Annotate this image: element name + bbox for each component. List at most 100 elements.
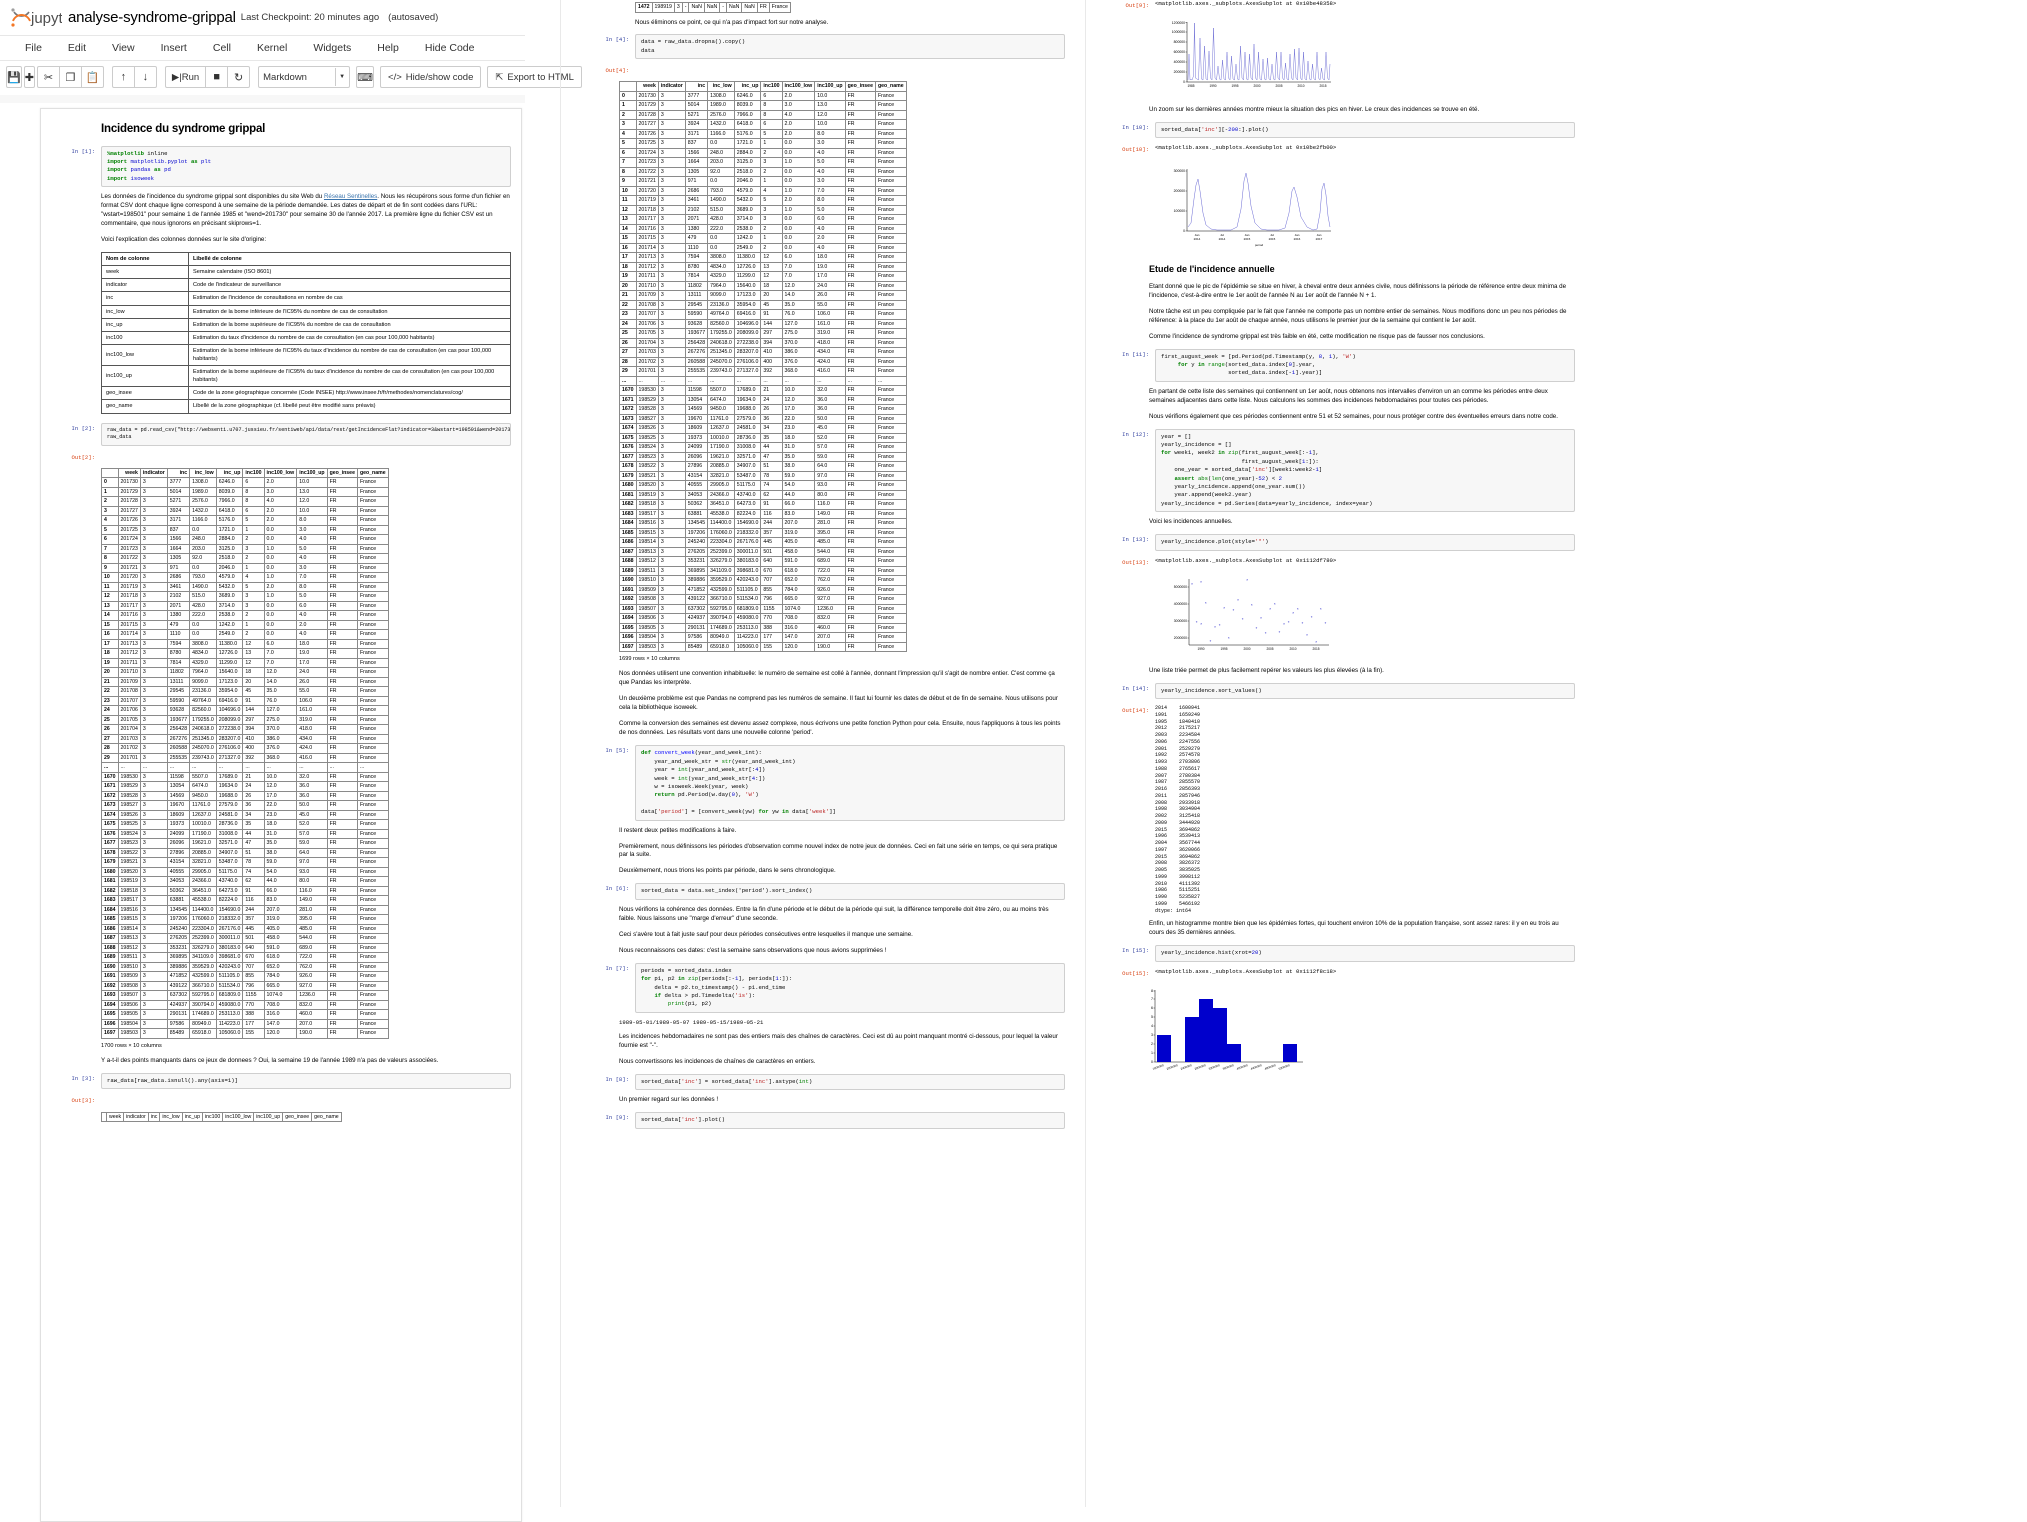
- coherence-block: Nous vérifions la cohérence des données.…: [619, 906, 1065, 956]
- df-cell: 222.0: [189, 610, 217, 621]
- table-row: 25 201705 3 193677 179255.0 208099.0 297 275.0 3…: [101, 714, 389, 726]
- df-cell: 239743.0: [189, 752, 217, 764]
- paste-icon[interactable]: 📋: [80, 66, 104, 88]
- df-cell: 17190.0: [189, 828, 217, 840]
- df-cell: inc_up: [181, 1111, 203, 1123]
- hide-show-code-button[interactable]: </> Hide/show code: [380, 66, 482, 88]
- code-editor-15[interactable]: yearly_incidence.hist(xrot=20): [1155, 945, 1575, 962]
- code-editor-8[interactable]: sorted_data['inc'] = sorted_data['inc'].…: [635, 1074, 1065, 1091]
- df-cell: FR: [844, 214, 876, 225]
- cell-in-4[interactable]: In [4]: data = raw_data.dropna().copy() …: [585, 34, 1065, 60]
- keyboard-icon[interactable]: ⌨: [356, 66, 375, 88]
- code-editor-12[interactable]: year = [] yearly_incidence = [] for week…: [1155, 428, 1575, 513]
- menu-insert[interactable]: Insert: [160, 42, 187, 54]
- df-cell: 3: [139, 771, 168, 783]
- cell-in-1[interactable]: In [1]: %matplotlib inline import matplo…: [51, 145, 511, 188]
- svg-text:*: *: [1297, 607, 1299, 612]
- cell-in-14[interactable]: In [14]: yearly_incidence.sort_values(): [1105, 682, 1575, 700]
- code-editor-11[interactable]: first_august_week = [pd.Period(pd.Timest…: [1155, 348, 1575, 382]
- table-row: 1691 198509 3 471852 432599.0 511105.0 855 784.…: [101, 971, 389, 982]
- df-row-index: 1672: [101, 790, 119, 802]
- stop-icon[interactable]: ■: [205, 66, 229, 88]
- code-editor-4[interactable]: data = raw_data.dropna().copy() data: [635, 34, 1065, 60]
- df-cell: 198518: [117, 885, 141, 897]
- df-cell: 3: [657, 195, 686, 206]
- df-cell: 201715: [635, 233, 659, 244]
- code-editor-3[interactable]: raw_data[raw_data.isnull().any(axis=1)]: [101, 1073, 511, 1090]
- df-cell: 837: [166, 524, 191, 536]
- df-cell: 357: [242, 914, 265, 925]
- df-cell: 2538.0: [733, 223, 762, 235]
- df-cell: 36451.0: [707, 499, 735, 510]
- code-editor-10[interactable]: sorted_data['inc'][-200:].plot(): [1155, 122, 1575, 139]
- sentinelles-link[interactable]: Réseau Sentinelles: [323, 193, 378, 201]
- menu-file[interactable]: File: [25, 42, 42, 54]
- copy-icon[interactable]: ❐: [58, 66, 82, 88]
- df-cell: 5: [242, 515, 265, 526]
- cell-type-select[interactable]: Markdown ▼: [258, 66, 351, 88]
- menu-cell[interactable]: Cell: [212, 42, 231, 54]
- menu-widgets[interactable]: Widgets: [313, 42, 352, 54]
- df-col-header: geo_name: [874, 81, 907, 92]
- cell-in-2[interactable]: In [2]: raw_data = pd.read_csv("http://w…: [51, 422, 511, 446]
- table-row: 0 201730 3 3777 1308.0 6246.0 6 2.0 10.0 FR France: [619, 90, 907, 102]
- cell-in-11[interactable]: In [11]: first_august_week = [pd.Period(…: [1105, 348, 1575, 382]
- code-editor-14[interactable]: yearly_incidence.sort_values(): [1155, 682, 1575, 700]
- arrow-down-icon[interactable]: ↓: [133, 66, 157, 88]
- code-editor-2[interactable]: raw_data = pd.read_csv("http://websenti.…: [101, 422, 511, 446]
- code-editor-7[interactable]: periods = sorted_data.index for p1, p2 i…: [635, 962, 1065, 1013]
- export-label: Export to HTML: [507, 71, 574, 83]
- cell-in-7[interactable]: In [7]: periods = sorted_data.index for …: [585, 962, 1065, 1013]
- jupyter-logo-icon[interactable]: jupyter: [10, 7, 62, 29]
- plus-icon[interactable]: ✚: [23, 66, 35, 88]
- df-cell: France: [874, 442, 907, 453]
- chevron-down-icon[interactable]: ▼: [335, 68, 349, 86]
- prompt-in-1: In [1]:: [71, 147, 96, 155]
- restart-icon[interactable]: ↻: [227, 66, 251, 88]
- code-editor-1[interactable]: %matplotlib inline import matplotlib.pyp…: [101, 145, 511, 188]
- df-cell: FR: [326, 515, 358, 526]
- code-editor-5[interactable]: def convert_week(year_and_week_int): yea…: [635, 745, 1065, 821]
- df-cell: 796: [760, 594, 783, 605]
- prompt-in-8: In [8]:: [605, 1076, 630, 1084]
- menu-hide-code[interactable]: Hide Code: [424, 42, 475, 54]
- df-col-header: inc_up: [733, 81, 762, 92]
- cell-in-9[interactable]: In [9]: sorted_data['inc'].plot(): [585, 1112, 1065, 1129]
- menu-kernel[interactable]: Kernel: [256, 42, 288, 54]
- cell-in-8[interactable]: In [8]: sorted_data['inc'] = sorted_data…: [585, 1074, 1065, 1091]
- run-button[interactable]: ▶| Run: [164, 66, 207, 88]
- cell-in-5[interactable]: In [5]: def convert_week(year_and_week_i…: [585, 745, 1065, 821]
- cell-in-15[interactable]: In [15]: yearly_incidence.hist(xrot=20): [1105, 945, 1575, 962]
- df-cell: FR: [844, 546, 876, 558]
- prompt-in-10: In [10]:: [1122, 124, 1149, 132]
- col-header-name: Nom de colonne: [101, 252, 189, 267]
- df-row-index: 1678: [619, 461, 637, 472]
- df-cell: 198514: [635, 537, 659, 548]
- menu-edit[interactable]: Edit: [67, 42, 87, 54]
- df-cell: 6: [242, 477, 265, 488]
- iso-para-1: Nos données utilisent une convention inh…: [619, 670, 1055, 687]
- cell-in-13[interactable]: In [13]: yearly_incidence.plot(style='*'…: [1105, 534, 1575, 551]
- df-cell: 1: [760, 233, 783, 244]
- notebook-name[interactable]: analyse-syndrome-grippal: [68, 9, 236, 26]
- scissors-icon[interactable]: ✂: [36, 66, 60, 88]
- save-icon[interactable]: 💾: [6, 66, 22, 88]
- cell-in-3[interactable]: In [3]: raw_data[raw_data.isnull().any(a…: [51, 1073, 511, 1090]
- df-row-index: 1692: [101, 980, 119, 992]
- code-editor-9[interactable]: sorted_data['inc'].plot(): [635, 1112, 1065, 1129]
- df-cell: France: [356, 847, 389, 859]
- menu-help[interactable]: Help: [377, 42, 399, 54]
- export-html-button[interactable]: ⇱ Export to HTML: [487, 66, 582, 88]
- df-cell: 74: [242, 866, 265, 878]
- df-cell: 201701: [635, 366, 659, 377]
- df-cell: 708.0: [263, 999, 298, 1011]
- code-editor-13[interactable]: yearly_incidence.plot(style='*'): [1155, 534, 1575, 551]
- cell-in-6[interactable]: In [6]: sorted_data = data.set_index('pe…: [585, 883, 1065, 900]
- cell-in-12[interactable]: In [12]: year = [] yearly_incidence = []…: [1105, 428, 1575, 513]
- menu-view[interactable]: View: [112, 42, 135, 54]
- df-cell: France: [874, 347, 907, 358]
- cell-in-10[interactable]: In [10]: sorted_data['inc'][-200:].plot(…: [1105, 122, 1575, 139]
- code-editor-6[interactable]: sorted_data = data.set_index('period').s…: [635, 883, 1065, 900]
- arrow-up-icon[interactable]: ↑: [111, 66, 135, 88]
